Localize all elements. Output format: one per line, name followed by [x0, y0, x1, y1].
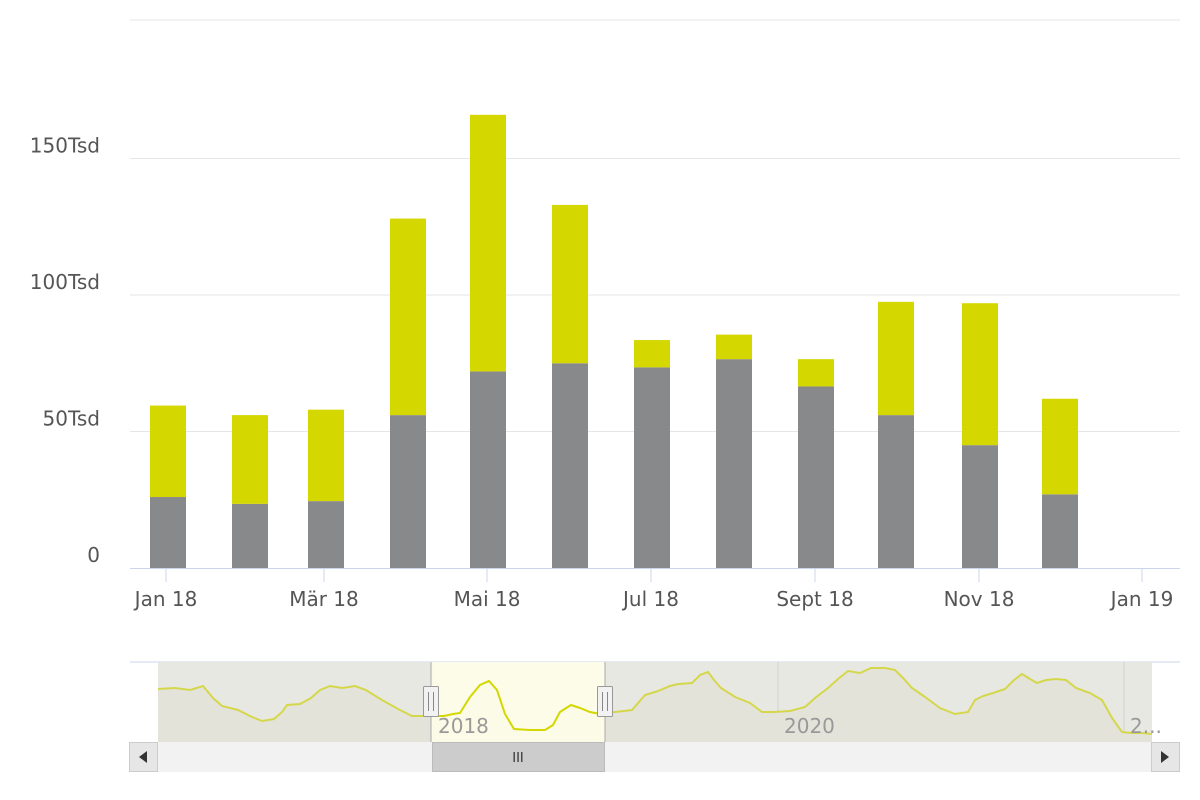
x-tick-label: Nov 18	[944, 587, 1015, 611]
y-tick-label: 100Tsd	[30, 270, 100, 294]
bar-upper-9[interactable]	[878, 301, 914, 416]
x-tick-label: Jul 18	[621, 587, 679, 611]
bar-lower-2[interactable]	[308, 501, 344, 568]
bar-upper-1[interactable]	[232, 415, 268, 504]
navigator-mask-right	[605, 662, 1152, 742]
bar-lower-9[interactable]	[878, 415, 914, 568]
bar-lower-1[interactable]	[232, 503, 268, 568]
bar-upper-3[interactable]	[390, 218, 426, 416]
bar-upper-8[interactable]	[798, 359, 834, 387]
bar-upper-10[interactable]	[962, 303, 998, 446]
bar-lower-6[interactable]	[634, 367, 670, 568]
y-tick-label: 0	[87, 543, 100, 567]
navigator-label-2020: 2020	[784, 714, 835, 738]
scroll-right-button[interactable]	[1151, 742, 1180, 772]
bar-lower-11[interactable]	[1042, 494, 1078, 568]
bar-lower-0[interactable]	[150, 497, 186, 568]
scroll-left-button[interactable]	[129, 742, 158, 772]
navigator[interactable]: 2018 2020 2...	[130, 661, 1180, 742]
x-tick-label: Mai 18	[454, 587, 521, 611]
bar-upper-4[interactable]	[470, 114, 506, 372]
y-axis: 0 50Tsd 100Tsd 150Tsd	[30, 134, 100, 568]
x-tick-label: Jan 19	[1109, 587, 1174, 611]
scrollbar-thumb[interactable]: III	[432, 742, 605, 772]
navigator-handle-right[interactable]	[597, 686, 613, 717]
bar-upper-5[interactable]	[552, 204, 588, 364]
bar-lower-7[interactable]	[716, 359, 752, 568]
bar-upper-2[interactable]	[308, 409, 344, 502]
x-axis: Jan 18 Mär 18 Mai 18 Jul 18 Sept 18 Nov 18 Jan…	[130, 568, 1180, 611]
bar-upper-7[interactable]	[716, 334, 752, 360]
bar-lower-8[interactable]	[798, 386, 834, 568]
x-tick-label: Sept 18	[776, 587, 853, 611]
chevron-right-icon	[1161, 751, 1169, 763]
navigator-label-2018: 2018	[438, 714, 489, 738]
navigator-handle-left[interactable]	[423, 686, 439, 717]
chevron-left-icon	[139, 751, 147, 763]
scrollbar-thumb-grip: III	[512, 751, 524, 766]
y-tick-label: 50Tsd	[43, 407, 100, 431]
bar-upper-6[interactable]	[634, 340, 670, 368]
bars	[150, 114, 1078, 568]
scrollbar-track[interactable]	[130, 742, 1180, 772]
bar-lower-10[interactable]	[962, 445, 998, 568]
x-tick-label: Mär 18	[289, 587, 359, 611]
bar-upper-0[interactable]	[150, 405, 186, 498]
bar-lower-5[interactable]	[552, 363, 588, 568]
y-tick-label: 150Tsd	[30, 134, 100, 158]
navigator-series-area	[158, 668, 1152, 742]
bar-lower-4[interactable]	[470, 371, 506, 568]
scrollbar[interactable]: III	[129, 742, 1181, 772]
bar-upper-11[interactable]	[1042, 398, 1078, 495]
bar-lower-3[interactable]	[390, 415, 426, 568]
navigator-series-line	[157, 667, 1153, 735]
navigator-mask-left	[158, 662, 431, 742]
x-tick-label: Jan 18	[133, 587, 198, 611]
navigator-label-2022: 2...	[1130, 714, 1162, 738]
